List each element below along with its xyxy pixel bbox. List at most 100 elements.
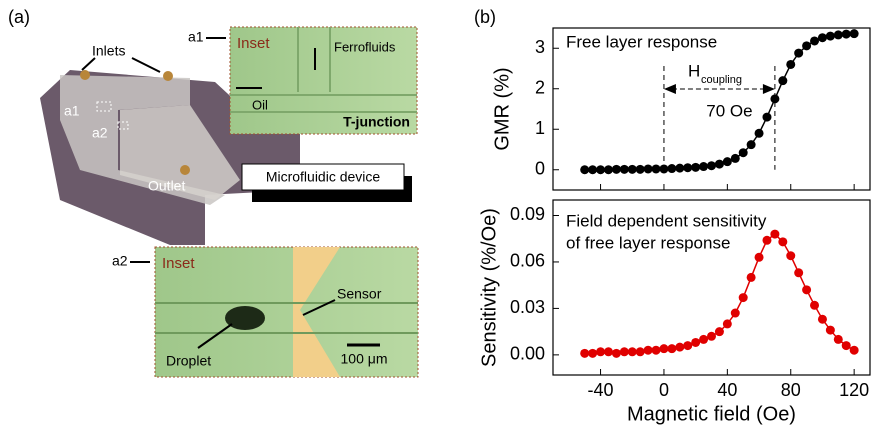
data-point <box>802 41 811 50</box>
data-point <box>818 315 827 324</box>
data-point <box>715 160 724 169</box>
y-tick-label: 0 <box>535 159 545 179</box>
annotation: H <box>688 61 700 80</box>
y-tick-label: 0.00 <box>510 344 545 364</box>
figure: (a) Inlets a1 a2 Outlet Microfluidic dev… <box>0 0 881 432</box>
label: Sensor <box>337 286 382 302</box>
arrow <box>82 58 160 72</box>
label: Oil <box>252 97 268 112</box>
label: Droplet <box>166 353 211 369</box>
data-point <box>612 165 621 174</box>
annotation: 70 Oe <box>706 101 752 120</box>
data-point <box>826 326 835 335</box>
label: 100 μm <box>341 351 388 367</box>
y-axis-label: GMR (%) <box>491 67 513 150</box>
label: a1 <box>188 29 204 45</box>
data-point <box>707 161 716 170</box>
y-tick-label: 0.06 <box>510 251 545 271</box>
annotation: of free layer response <box>566 233 730 252</box>
y-tick-label: 1 <box>535 118 545 138</box>
arrow-head <box>664 84 676 94</box>
data-point <box>770 230 779 239</box>
panel-label: (b) <box>474 7 496 27</box>
data-point <box>644 164 653 173</box>
data-point <box>620 347 629 356</box>
data-point <box>715 327 724 336</box>
x-tick-label: 0 <box>659 380 669 400</box>
data-point <box>739 293 748 302</box>
label: Inlets <box>92 43 125 59</box>
data-point <box>636 165 645 174</box>
data-point <box>747 140 756 149</box>
data-point <box>699 162 708 171</box>
y-tick-label: 0.03 <box>510 297 545 317</box>
data-point <box>834 335 843 344</box>
data-point <box>699 335 708 344</box>
data-point <box>580 165 589 174</box>
data-point <box>596 347 605 356</box>
data-point <box>834 30 843 39</box>
data-point <box>810 36 819 45</box>
data-point <box>723 319 732 328</box>
data-point <box>580 349 589 358</box>
annotation: Free layer response <box>566 32 717 51</box>
data-point <box>731 309 740 318</box>
data-point <box>770 94 779 103</box>
label: Microfluidic device <box>266 169 381 185</box>
data-point <box>778 76 787 85</box>
data-point <box>691 338 700 347</box>
x-tick-label: 40 <box>717 380 737 400</box>
data-point <box>747 273 756 282</box>
data-point <box>762 113 771 122</box>
label: Inset <box>162 255 195 272</box>
data-point <box>802 285 811 294</box>
label: Inset <box>237 35 270 52</box>
panel-label: (a) <box>8 7 30 27</box>
y-tick-label: 0.09 <box>510 204 545 224</box>
data-point <box>723 157 732 166</box>
data-point <box>652 164 661 173</box>
data-point <box>628 165 637 174</box>
data-point <box>755 253 764 262</box>
data-point <box>612 349 621 358</box>
data-point <box>667 344 676 353</box>
data-point <box>731 154 740 163</box>
y-axis-label: Sensitivity (%/Oe) <box>478 208 500 367</box>
label: a2 <box>92 125 108 141</box>
y-tick-label: 3 <box>535 37 545 57</box>
x-tick-label: 120 <box>839 380 869 400</box>
data-point <box>675 164 684 173</box>
data-point <box>842 341 851 350</box>
data-point <box>596 165 605 174</box>
data-point <box>842 30 851 39</box>
droplet <box>225 306 265 330</box>
data-point <box>588 165 597 174</box>
annotation: Field dependent sensitivity <box>566 211 767 230</box>
data-point <box>786 60 795 69</box>
data-point <box>604 347 613 356</box>
data-point <box>739 148 748 157</box>
data-point <box>786 251 795 260</box>
data-point <box>826 32 835 41</box>
data-point <box>628 347 637 356</box>
arrow-head <box>763 84 775 94</box>
data-point <box>850 29 859 38</box>
data-point <box>707 332 716 341</box>
data-point <box>755 129 764 138</box>
data-point <box>850 346 859 355</box>
x-axis-label: Magnetic field (Oe) <box>627 403 796 425</box>
data-point <box>818 33 827 42</box>
data-point <box>683 341 692 350</box>
data-point <box>636 347 645 356</box>
label: a1 <box>64 103 80 119</box>
label: Ferrofluids <box>334 39 396 54</box>
data-point <box>620 165 629 174</box>
label: Outlet <box>148 178 185 194</box>
annotation: coupling <box>701 74 742 86</box>
data-point <box>652 346 661 355</box>
label: a2 <box>112 253 128 269</box>
data-point <box>691 163 700 172</box>
data-point <box>762 236 771 245</box>
data-point <box>659 344 668 353</box>
data-point <box>604 165 613 174</box>
